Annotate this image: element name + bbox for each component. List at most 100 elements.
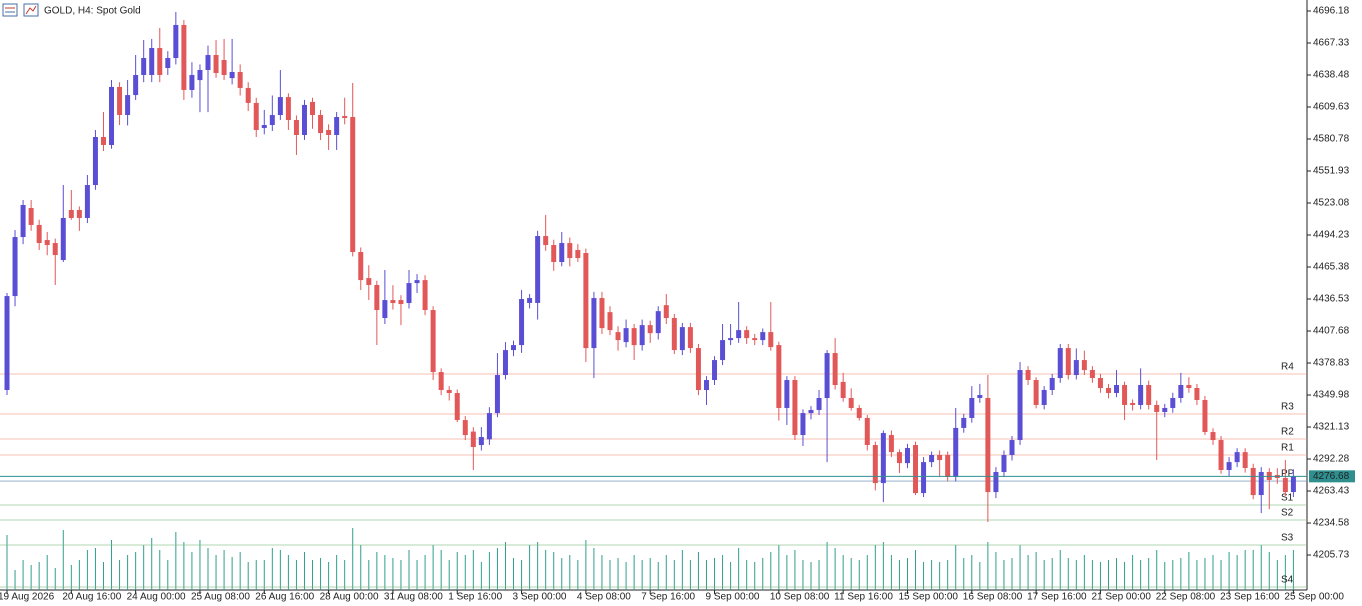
- candle-body: [1242, 452, 1248, 468]
- candle-body: [149, 48, 155, 75]
- candle-body: [205, 55, 211, 70]
- candle-body: [848, 397, 854, 408]
- candle-body: [784, 380, 790, 408]
- x-tick-label: 22 Sep 08:00: [1156, 592, 1216, 603]
- candle-body: [494, 375, 500, 414]
- y-tick-label: 4494.23: [1313, 230, 1350, 241]
- level-label: PP: [1281, 469, 1295, 480]
- candle-body: [269, 115, 275, 126]
- x-tick-label: 9 Sep 00:00: [706, 592, 760, 603]
- candle-body: [1017, 370, 1023, 441]
- candle-body: [703, 380, 709, 391]
- x-tick-label: 16 Sep 08:00: [963, 592, 1023, 603]
- y-tick-label: 4263.43: [1313, 486, 1350, 497]
- x-tick-label: 23 Sep 16:00: [1220, 592, 1280, 603]
- candle-body: [527, 298, 533, 303]
- x-tick-label: 31 Aug 08:00: [384, 592, 443, 603]
- candle-body: [398, 300, 404, 305]
- candle-body: [1001, 455, 1007, 472]
- candle-body: [76, 209, 82, 218]
- candle-body: [583, 253, 589, 349]
- candle-body: [599, 298, 605, 329]
- candle-body: [1138, 385, 1144, 405]
- candle-body: [736, 330, 742, 339]
- level-label: R4: [1281, 362, 1294, 373]
- candle-body: [993, 471, 999, 493]
- candle-body: [655, 311, 661, 334]
- candle-body: [832, 353, 838, 386]
- candle-body: [1210, 432, 1216, 441]
- y-tick-label: 4523.08: [1313, 198, 1350, 209]
- x-tick-label: 19 Aug 2026: [0, 592, 55, 603]
- candle-body: [109, 86, 115, 145]
- candle-body: [310, 101, 316, 116]
- candle-body: [712, 360, 718, 381]
- candle-body: [977, 394, 983, 398]
- candle-body: [896, 452, 902, 464]
- candle-body: [141, 58, 147, 75]
- candle-body: [261, 125, 267, 129]
- icon-list[interactable]: [2, 3, 18, 17]
- x-tick-label: 1 Sep 16:00: [448, 592, 502, 603]
- candle-body: [615, 332, 621, 341]
- candle-body: [559, 243, 565, 263]
- candle-body: [840, 381, 846, 398]
- candle-body: [1250, 467, 1256, 496]
- candle-body: [929, 455, 935, 463]
- candle-body: [695, 348, 701, 391]
- candle-body: [36, 224, 42, 244]
- candle-body: [824, 353, 830, 398]
- candle-body: [486, 413, 492, 440]
- candle-body: [543, 236, 549, 246]
- x-tick-label: 21 Sep 00:00: [1091, 592, 1151, 603]
- candle-body: [1258, 471, 1264, 496]
- candle-body: [44, 240, 50, 246]
- candle-body: [414, 280, 420, 284]
- y-tick-label: 4696.18: [1313, 6, 1350, 17]
- candle-body: [253, 102, 259, 131]
- candle-body: [173, 24, 179, 59]
- x-tick-label: 25 Sep 00:00: [1284, 592, 1344, 603]
- level-label: R1: [1281, 443, 1294, 454]
- candle-body: [1218, 440, 1224, 470]
- candle-body: [117, 86, 123, 116]
- y-tick-label: 4349.98: [1313, 390, 1350, 401]
- candle-body: [1290, 476, 1296, 493]
- y-tick-label: 4551.93: [1313, 166, 1350, 177]
- candle-body: [921, 462, 927, 494]
- x-tick-label: 25 Aug 08:00: [191, 592, 250, 603]
- candle-body: [1202, 399, 1208, 433]
- candle-body: [679, 327, 685, 351]
- candle-body: [301, 104, 307, 135]
- candle-body: [277, 97, 283, 116]
- y-tick-label: 4234.58: [1313, 518, 1350, 529]
- candle-body: [189, 74, 195, 90]
- candle-body: [575, 250, 581, 259]
- candle-body: [1089, 370, 1095, 379]
- x-tick-label: 28 Aug 00:00: [320, 592, 379, 603]
- candle-body: [326, 130, 332, 135]
- level-label: S1: [1281, 493, 1294, 504]
- candle-body: [519, 299, 525, 346]
- y-tick-label: 4292.28: [1313, 454, 1350, 465]
- icon-chart[interactable]: [23, 3, 39, 17]
- candle-body: [808, 409, 814, 414]
- candle-body: [229, 71, 235, 79]
- candle-body: [904, 448, 910, 464]
- candle-body: [1057, 348, 1063, 379]
- candle-body: [1033, 380, 1039, 405]
- y-tick-label: 4205.73: [1313, 550, 1350, 561]
- candle-body: [1194, 388, 1200, 400]
- candle-body: [366, 278, 372, 285]
- candle-body: [1226, 462, 1232, 470]
- candle-body: [1097, 378, 1103, 389]
- candle-body: [1122, 385, 1128, 405]
- candle-body: [293, 120, 299, 135]
- candle-body: [285, 97, 291, 121]
- candle-body: [880, 433, 886, 484]
- candle-body: [20, 204, 26, 238]
- candle-body: [358, 252, 364, 281]
- candle-body: [816, 397, 822, 410]
- candle-body: [1282, 477, 1288, 493]
- candle-body: [671, 318, 677, 351]
